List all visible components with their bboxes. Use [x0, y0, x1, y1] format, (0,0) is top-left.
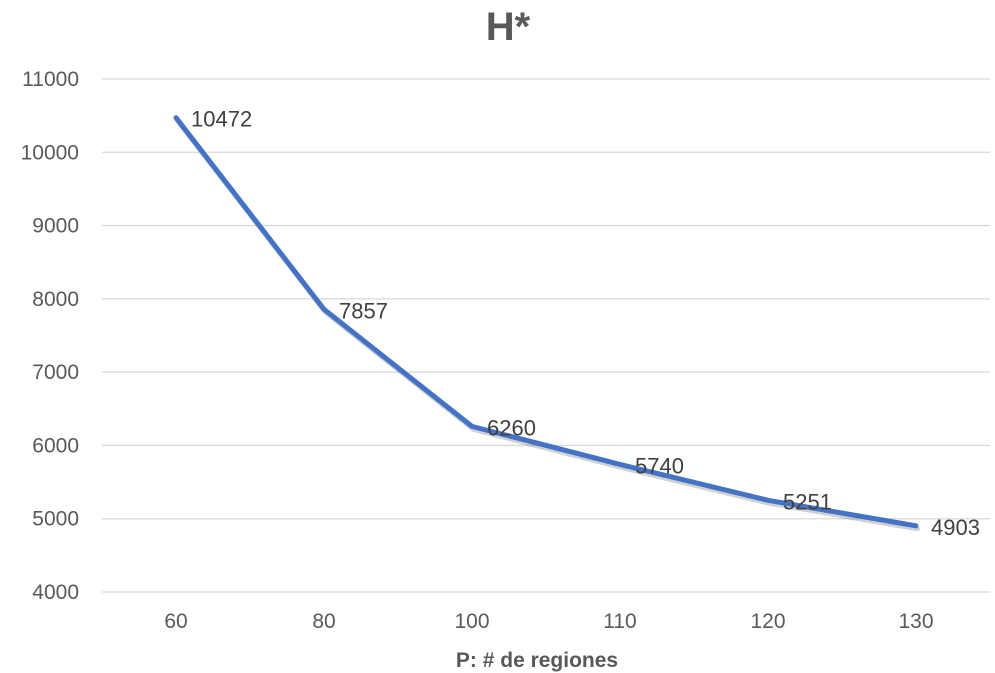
- series-lines: [173, 115, 920, 532]
- data-label: 10472: [191, 107, 252, 132]
- x-tick-label: 60: [164, 610, 187, 633]
- x-tick-label: 120: [750, 610, 785, 633]
- y-tick-label: 9000: [32, 215, 79, 238]
- data-label: 5251: [783, 489, 832, 514]
- data-label: 4903: [931, 515, 980, 540]
- y-tick-label: 11000: [22, 68, 79, 91]
- y-tick-label: 8000: [32, 288, 79, 311]
- y-tick-label: 6000: [32, 434, 79, 457]
- data-label: 5740: [635, 453, 684, 478]
- x-tick-label: 80: [312, 610, 335, 633]
- x-tick-label: 100: [454, 610, 489, 633]
- x-tick-label: 130: [898, 610, 933, 633]
- x-axis-tick-labels: 60 80 100 110 120 130: [164, 610, 933, 633]
- series-line-shadow: [175, 118, 920, 532]
- chart-title: H*: [486, 5, 531, 49]
- y-tick-label: 7000: [32, 361, 79, 384]
- data-label: 7857: [339, 298, 388, 323]
- data-label: 6260: [487, 415, 536, 440]
- series-line: [173, 115, 919, 529]
- x-axis-label: P: # de regiones: [456, 649, 618, 672]
- x-tick-label: 110: [603, 610, 636, 633]
- y-tick-label: 5000: [32, 508, 79, 531]
- y-tick-label: 4000: [32, 581, 79, 604]
- data-labels: 10472 7857 6260 5740 5251 4903: [191, 107, 980, 540]
- y-axis-tick-labels: 4000 5000 6000 7000 8000 9000 10000 11000: [21, 68, 79, 604]
- y-tick-label: 10000: [21, 141, 79, 164]
